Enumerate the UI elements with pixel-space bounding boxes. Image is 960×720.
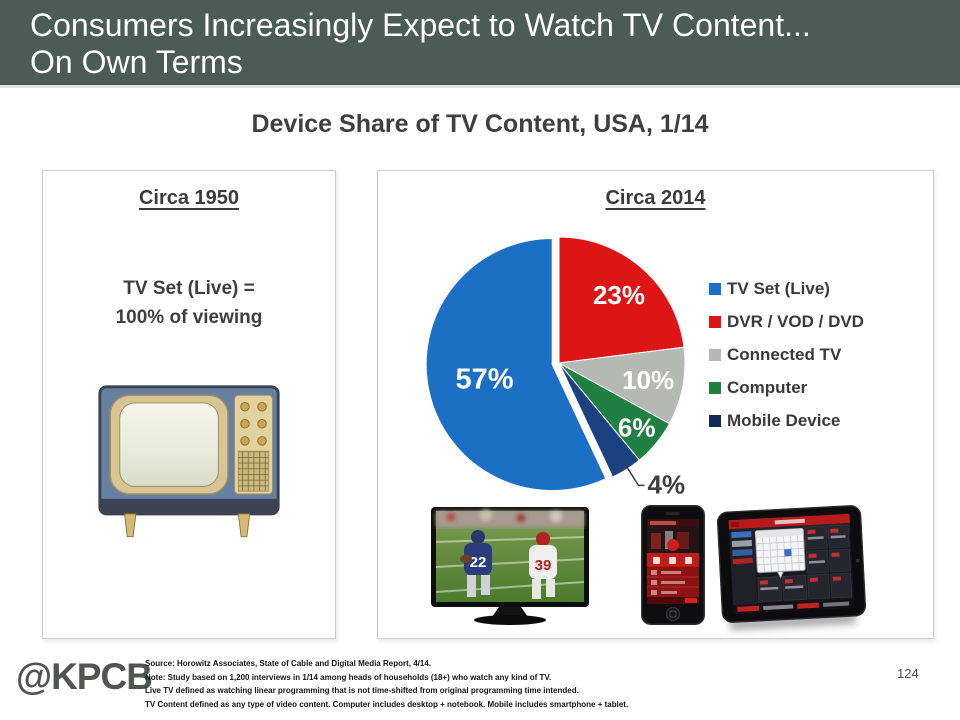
pie-label: 10% [622,365,674,395]
svg-text:39: 39 [535,557,552,574]
pie-label: 4% [648,469,686,499]
legend-label: TV Set (Live) [727,279,830,298]
legend-item-dvr-vod-dvd: DVR / VOD / DVD [709,312,864,332]
pie-slice-tv-set-live [425,238,607,492]
panel-1950-text-line1: TV Set (Live) = [123,278,255,299]
legend-swatch-icon [709,382,721,394]
panel-1950-heading: Circa 1950 [138,187,240,209]
chart-title: Device Share of TV Content, USA, 1/14 [251,110,709,138]
pie-label: 57% [456,364,514,396]
pie-slice-dvr-vod-dvd [558,236,685,364]
legend-item-connected-tv: Connected TV [709,345,864,365]
pie-slice-mobile-device [558,362,641,478]
legend-swatch-icon [709,283,721,295]
panel-1950-text: TV Set (Live) = 100% of viewing [43,274,335,332]
legend-item-computer: Computer [709,378,864,398]
calendar-popup [754,527,806,579]
slide-header: Consumers Increasingly Expect to Watch T… [0,0,960,88]
slide-title-line1: Consumers Increasingly Expect to Watch T… [30,7,811,43]
tablet-icon [716,505,867,623]
source-line: TV Content defined as any type of video … [145,699,629,709]
pie-label: 23% [593,280,645,310]
panel-circa-1950: Circa 1950 TV Set (Live) = 100% of viewi… [42,170,336,639]
legend-label: DVR / VOD / DVD [727,312,864,331]
legend-swatch-icon [709,415,721,427]
legend-label: Mobile Device [727,411,841,430]
football-player-white: 39 [529,532,557,599]
svg-text:22: 22 [470,554,487,571]
panel-circa-2014: Circa 2014 23% 10% 6% 4% 57% TV Set (Live) DV… [377,170,934,639]
slide-title-line2: On Own Terms [30,44,243,80]
vintage-tv-icon [98,385,280,538]
pie-label: 6% [618,412,656,442]
pie-slice-connected-tv [557,346,686,425]
legend-label: Computer [727,378,808,397]
source-line: Source: Horowitz Associates, State of Ca… [145,659,431,668]
legend-swatch-icon [709,316,721,328]
football-player-blue: 22 [460,530,492,597]
panel-1950-text-line2: 100% of viewing [115,307,263,328]
source-line: Note: Study based on 1,200 interviews in… [145,672,552,682]
source-note: Source: Horowitz Associates, State of Ca… [145,657,785,711]
flatscreen-tv-icon: 22 39 [431,507,589,625]
kpcb-logo: @KPCB [16,656,153,697]
page-number: 124 [897,666,919,681]
pie-chart: 23% 10% 6% 4% 57% [425,236,686,499]
panel-2014-heading: Circa 2014 [605,187,706,209]
source-line: Live TV defined as watching linear progr… [145,686,579,695]
pie-leader-line [623,462,645,487]
legend-label: Connected TV [727,345,842,364]
legend-swatch-icon [709,349,721,361]
legend-item-tv-set-live: TV Set (Live) [709,279,864,299]
chart-legend: TV Set (Live) DVR / VOD / DVD Connected TV… [709,279,864,431]
smartphone-icon [641,505,705,625]
pie-chart-area: 23% 10% 6% 4% 57% [396,216,726,508]
legend-item-mobile-device: Mobile Device [709,411,864,431]
